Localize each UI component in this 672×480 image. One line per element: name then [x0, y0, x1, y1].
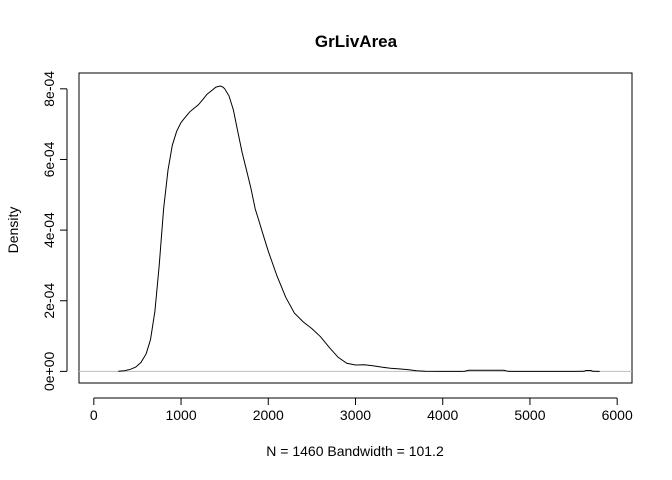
y-tick-label: 0e+00: [41, 352, 57, 392]
chart-title: GrLivArea: [315, 32, 398, 51]
y-axis: 0e+00 2e-04 4e-04 6e-04 8e-04: [41, 71, 68, 392]
x-axis-label: N = 1460 Bandwidth = 101.2: [266, 443, 444, 459]
x-tick-label: 0: [90, 407, 98, 423]
series-layer: [118, 85, 600, 372]
x-tick-label: 3000: [340, 407, 371, 423]
y-tick-label: 6e-04: [41, 141, 57, 177]
x-tick-label: 1000: [165, 407, 196, 423]
y-tick-label: 8e-04: [41, 71, 57, 107]
x-tick-label: 6000: [602, 407, 633, 423]
y-tick-label: 4e-04: [41, 212, 57, 248]
x-axis: 0 1000 2000 3000 4000 5000 6000: [90, 397, 633, 423]
y-axis-label: Density: [5, 207, 21, 254]
x-tick-label: 2000: [253, 407, 284, 423]
plot-frame: [78, 72, 633, 384]
x-tick-label: 5000: [514, 407, 545, 423]
x-tick-label: 4000: [427, 407, 458, 423]
density-curve: [118, 85, 600, 372]
y-tick-label: 2e-04: [41, 283, 57, 319]
